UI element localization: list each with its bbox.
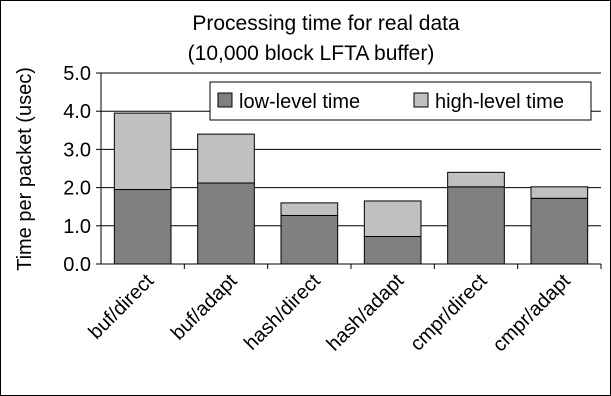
legend-box — [209, 81, 592, 121]
bar-segment-high-level — [113, 112, 172, 191]
x-tick-labels: buf/direct buf/adapthash/directhash/adapt… — [84, 270, 575, 357]
y-axis-label: Time per packet (usec) — [14, 67, 36, 271]
chart-title: Processing time for real data — [192, 12, 460, 35]
y-tick-labels: 0.0 1.0 2.0 3.0 4.0 5.0 — [63, 63, 91, 276]
bar-segment-low-level — [447, 186, 505, 265]
bar-segment-low-level — [197, 182, 255, 265]
x-tick-label: cmpr/direct — [406, 270, 492, 356]
y-tick-label: 5.0 — [63, 63, 91, 85]
bar-segment-low-level — [113, 189, 172, 265]
bar-segment-low-level — [363, 235, 422, 265]
bar-segment-high-level — [363, 200, 422, 237]
bar-segment-high-level — [197, 133, 255, 184]
x-tick-label: buf/adapt — [167, 270, 242, 345]
legend-label: high-level time — [435, 91, 564, 113]
x-tick-label: hash/adapt — [323, 270, 409, 356]
y-tick-label: 1.0 — [63, 216, 91, 238]
chart-subtitle: (10,000 block LFTA buffer) — [188, 42, 435, 65]
x-tick-label: hash/direct — [240, 270, 325, 355]
bar-segment-high-level — [280, 202, 339, 216]
legend-swatch — [217, 92, 233, 108]
axes — [96, 72, 602, 269]
bar-segment-low-level — [280, 214, 339, 265]
bar-segment-high-level — [447, 171, 505, 188]
y-tick-label: 2.0 — [63, 178, 91, 200]
legend-label: low-level time — [239, 91, 360, 113]
y-tick-label: 3.0 — [63, 139, 91, 161]
bar-segment-high-level — [530, 186, 589, 199]
legend-swatch — [413, 92, 429, 108]
x-tick-label: cmpr/adapt — [489, 270, 576, 357]
y-tick-label: 0.0 — [63, 254, 91, 276]
bars — [113, 112, 589, 265]
y-tick-label: 4.0 — [63, 101, 91, 123]
legend: low-level time high-level time — [209, 81, 592, 121]
bar-segment-low-level — [530, 197, 589, 265]
x-tick-label: buf/direct — [84, 270, 158, 344]
